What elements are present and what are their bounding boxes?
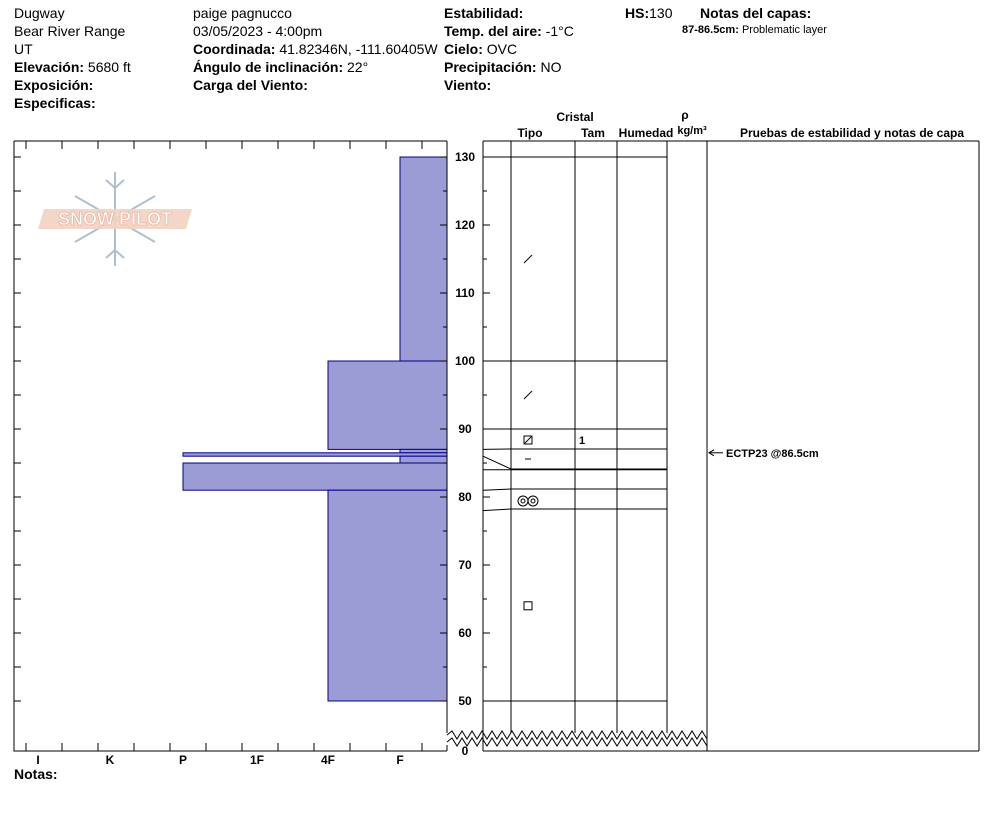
air-temp: Temp. del aire: -1°C [444,23,574,39]
precipitation: Precipitación: NO [444,59,562,75]
layer-notes-label: Notas del capas: [700,5,812,21]
aspect-label: Exposición: [14,77,94,93]
crystal-melt-freeze-inner [520,498,526,504]
hardness-bar-2 [399,448,448,454]
crystal-header: Cristal [556,110,593,124]
sky: Cielo: OVC [444,41,518,57]
hardness-bar-1 [327,360,448,450]
location: Dugway [14,5,65,21]
hardness-label-1f: 1F [250,753,264,767]
crystal-melt-freeze-icon [517,495,529,507]
height-label: 90 [458,422,472,436]
height-label: 50 [458,694,472,708]
svg-text:SNOW PILOT: SNOW PILOT [58,209,172,229]
size-header: Tam [581,126,605,140]
range: Bear River Range [14,23,126,39]
hardness-axis [13,141,447,752]
coordinates: Coordinada: 41.82346N, -111.60405W [193,41,438,57]
wind-label: Viento: [444,77,492,93]
hardness-bar-6 [327,489,448,702]
rho-header: ρ [681,108,688,122]
crystal-faceted-icon [523,601,533,611]
layer-boundary [482,488,667,491]
stability-test-arrowhead [708,449,715,457]
layer-boundary [482,455,667,470]
tests-header: Pruebas de estabilidad y notas de capa [740,126,964,140]
type-header: Tipo [517,126,542,140]
wind-load-label: Carga del Viento: [193,77,308,93]
height-label: 70 [458,558,472,572]
height-label: 120 [455,218,475,232]
crystal-melt-freeze-inner [530,498,536,504]
axis-break-line [446,730,708,740]
hardness-label-p: P [179,753,187,767]
crystal-size-value: 1 [579,435,585,447]
hardness-bar-3 [182,452,448,457]
stability-test-label: ECTP23 @86.5cm [726,448,819,460]
hardness-bar-5 [182,462,448,491]
snowpilot-logo: SNOW PILOT [38,209,192,229]
snow-height: HS:130 [625,5,673,21]
hardness-label-f: F [396,753,403,767]
crystal-decomposing-icon [523,390,533,400]
height-label: 100 [455,354,475,368]
layer-boundary [482,508,667,512]
state: UT [14,41,33,57]
moisture-header: Humedad [619,126,674,140]
crystal-faceted-rounded-slash [523,435,533,445]
hardness-label-4f: 4F [321,753,335,767]
observer: paige pagnucco [193,5,292,21]
hardness-bar-0 [399,156,448,362]
crystal-faceted-rounded-icon [523,435,533,445]
stability-label: Estabilidad: [444,5,524,21]
datetime: 03/05/2023 - 4:00pm [193,23,323,39]
slope-angle: Ángulo de inclinación: 22° [193,59,369,75]
height-label: 130 [455,150,475,164]
axis-break-line [446,737,708,747]
notes-label: Notas: [14,766,58,782]
hardness-bar-4 [399,455,448,464]
crystal-melt-freeze-icon [527,495,539,507]
layer-note: 87-86.5cm: Problematic layer [682,24,827,36]
hardness-label-k: K [106,753,115,767]
density-unit-header: kg/m³ [677,125,707,137]
height-label: 110 [455,286,475,300]
height-label: 0 [462,744,469,758]
height-label: 80 [458,490,472,504]
elevation: Elevación: 5680 ft [14,59,131,75]
hardness-label-i: I [36,753,39,767]
crystal-decomposing-icon [523,254,533,264]
height-label: 60 [458,626,472,640]
specifics-label: Especificas: [14,95,96,111]
